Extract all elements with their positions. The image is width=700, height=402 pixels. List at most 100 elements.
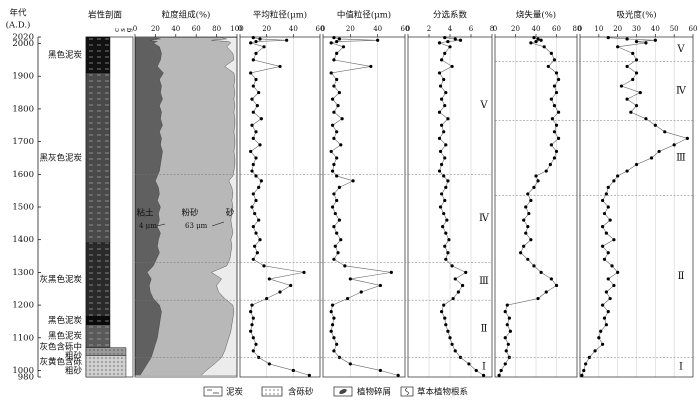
grain-area [134,37,164,376]
profile-point [601,303,605,307]
x-tick-label: 30 [632,25,641,33]
age-tick-label: 1400 [12,235,34,245]
profile-point [254,198,258,203]
profile-point [539,270,543,274]
profile-point [255,104,259,108]
profile-point [332,84,336,88]
profile-point [335,39,339,44]
profile-point [291,368,295,373]
age-tick-label: 2000 [12,39,34,49]
profile-point [446,179,450,183]
x-tick-label: 40 [373,25,382,33]
profile-point [335,231,339,235]
profile-point [376,38,380,42]
panel-title: 中值粒径(μm) [337,10,391,21]
profile-point [554,71,559,75]
profile-point [634,104,639,108]
profile-point [443,156,447,160]
profile-point [552,130,557,134]
age-tick-label: 2020 [12,33,34,43]
x-tick-label: 80 [212,25,221,33]
profile-point [446,117,450,121]
profile-point [329,71,333,75]
profile-point [625,37,629,41]
profile-point [250,323,254,327]
profile-point [437,71,442,75]
profile-point [497,373,501,377]
lithology-pattern [86,324,110,348]
profile-point [544,169,548,173]
profile-point [265,296,269,301]
profile-point [582,368,586,373]
profile-point [437,41,442,45]
legend [203,386,414,397]
profile-point [606,251,610,255]
profile-point [254,39,258,44]
lithology-label: 黑色泥炭 [48,315,83,326]
zone-label: Ⅴ [676,44,685,55]
profile-point [584,362,588,366]
profile-point [250,303,254,307]
profile-point [348,277,352,281]
profile-point [549,51,553,55]
profile-point [625,169,629,173]
annotation: 63 μm [185,222,208,230]
profile-point [593,349,597,353]
profile-point [258,238,262,242]
profile-point [332,192,336,196]
profile-point [685,136,689,140]
x-tick-label: 20 [511,25,520,33]
profile-point [251,336,255,340]
profile-point [443,244,447,248]
panel-title: 分选系数 [433,10,468,21]
profile-point [505,303,509,307]
profile-point [443,36,447,40]
zone-label: Ⅲ [676,152,686,163]
profile-point [332,225,336,229]
series-label: 粘土 [136,208,154,219]
profile-point [532,185,536,189]
profile-point [442,303,446,307]
profile-point [556,77,561,82]
profile-point [526,225,530,229]
profile-point [251,192,255,196]
profile-point [249,71,253,75]
profile-point [351,179,355,183]
profile-point [250,205,254,209]
profile-point [453,37,457,41]
profile-point [444,257,448,261]
panel-title: 岩性剖面 [88,10,123,21]
profile-point [503,310,507,314]
profile-point [437,110,442,114]
profile-point [250,169,254,173]
profile-point [259,179,263,183]
profile-point [631,77,635,82]
profile-point [253,244,257,248]
profile-point [278,290,282,294]
panel-title: 粒度组成(%) [162,10,211,21]
legend-icon [261,386,283,397]
x-tick-label: 20 [346,25,355,33]
profile-point [251,58,255,62]
profile-point [251,110,255,114]
profile-point [453,277,457,281]
x-tick-label: 2 [427,25,431,33]
zone-label: Ⅰ [482,362,486,373]
profile-point [254,342,258,346]
profile-point [329,149,333,154]
x-tick-label: 100 [230,25,243,33]
profile-point [554,149,559,154]
profile-point [458,38,463,42]
profile-point [653,123,657,127]
profile-point [257,218,261,222]
profile-point [440,310,444,314]
profile-point [446,329,450,333]
profile-point [446,39,450,44]
legend-label: 草本植物根系 [417,387,468,398]
profile-point [444,185,448,189]
profile-point [542,45,546,49]
profile-point [450,264,454,268]
profile-point [251,136,255,140]
profile-point [332,36,336,40]
profile-point [255,251,259,255]
